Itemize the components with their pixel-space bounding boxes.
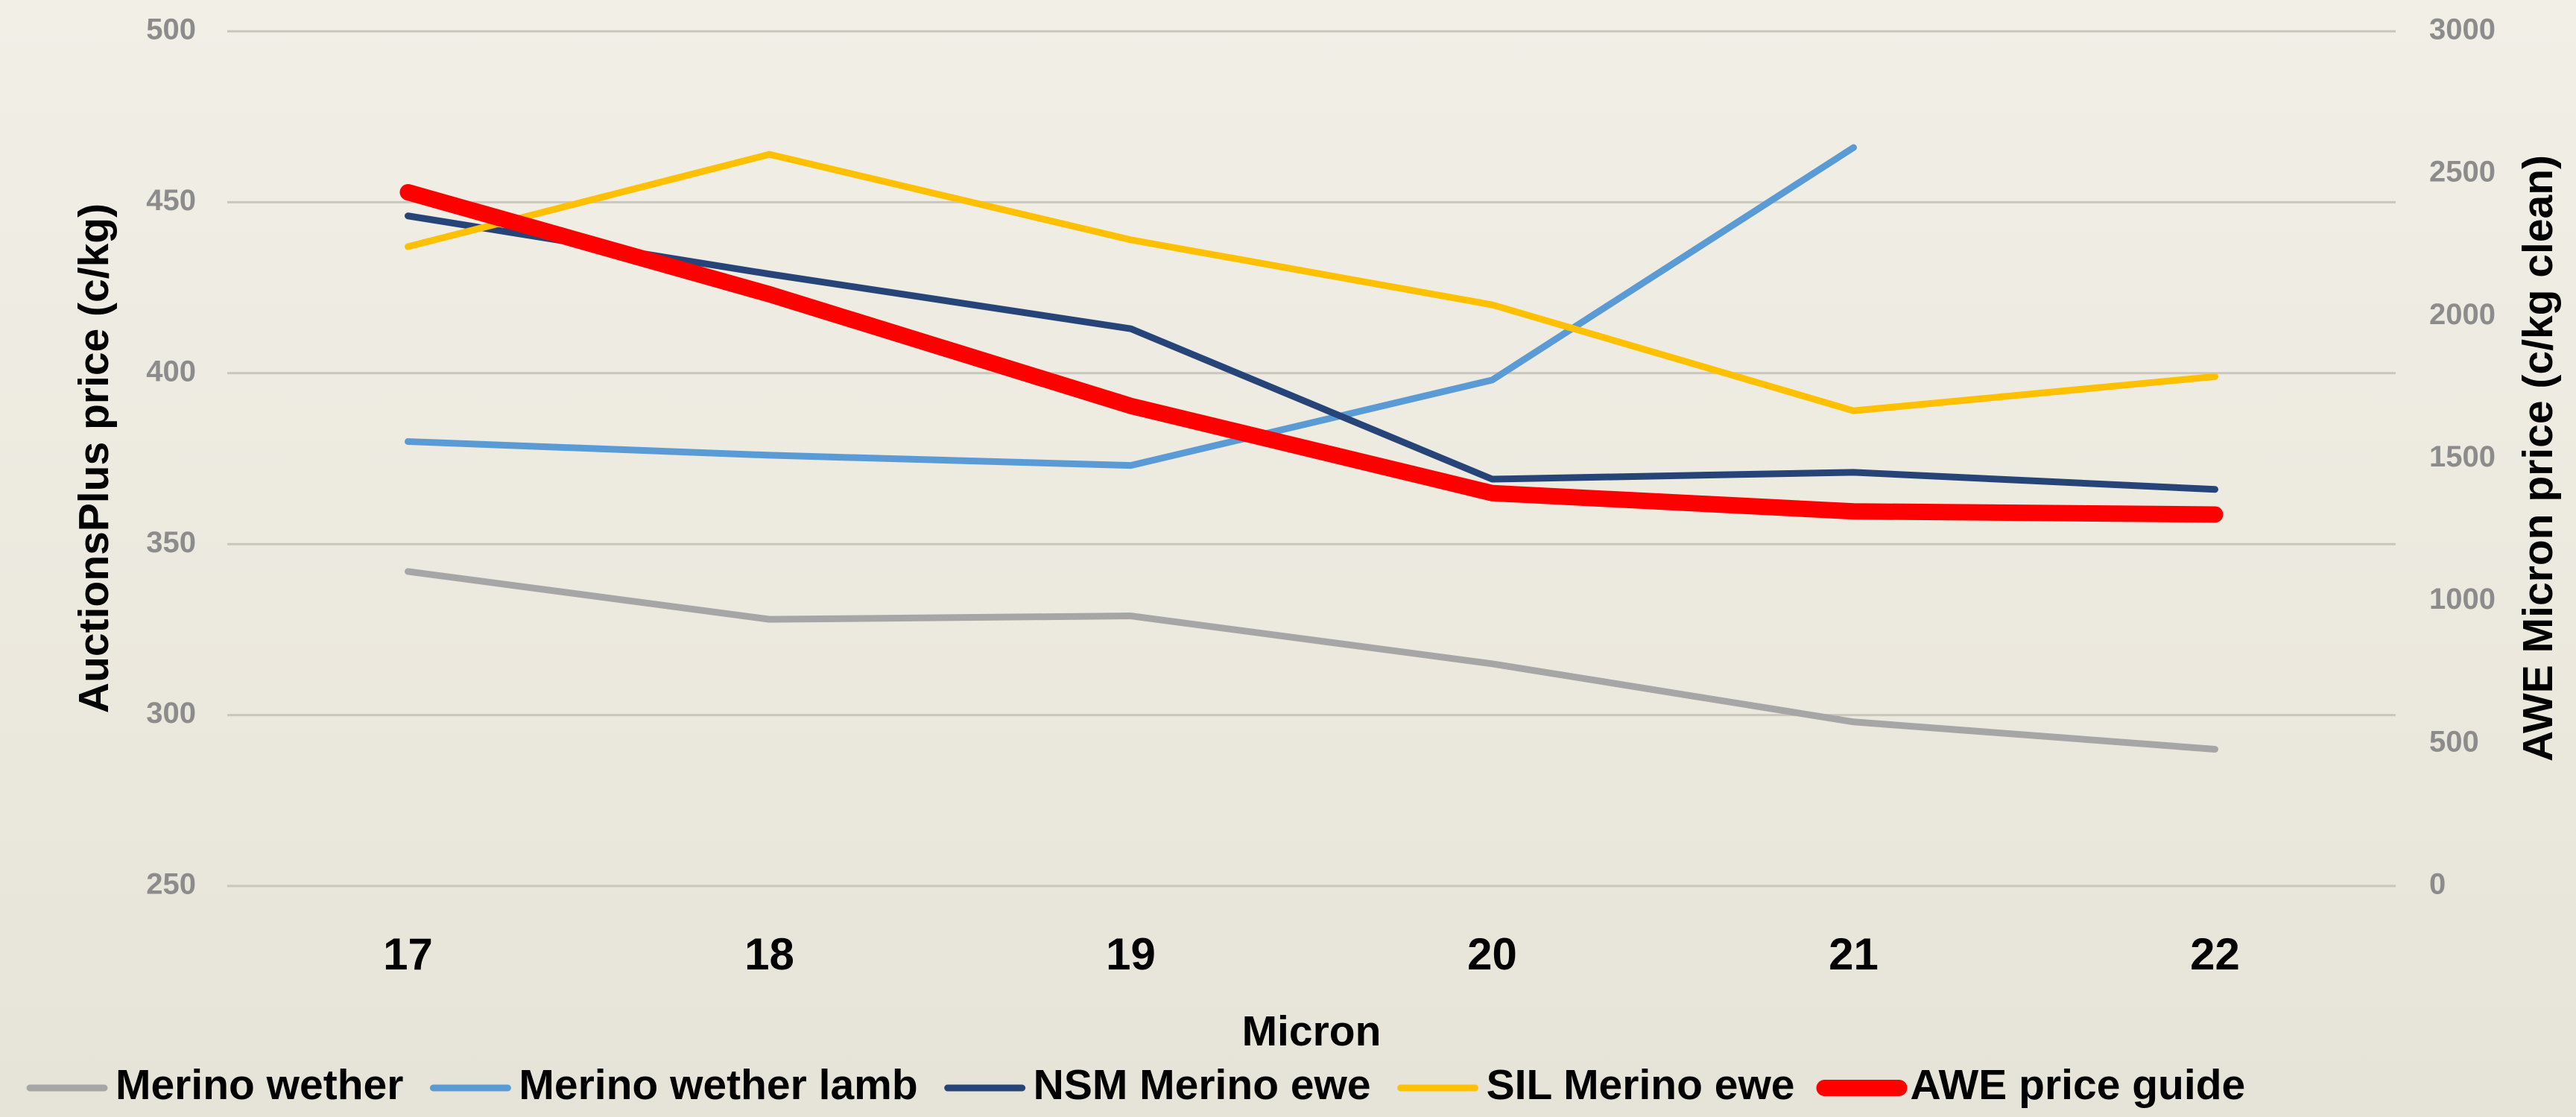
x-tick-label: 19: [1106, 929, 1156, 979]
x-tick-label: 22: [2190, 929, 2240, 979]
x-tick-label: 21: [1829, 929, 1879, 979]
y-tick-label: 500: [146, 13, 196, 46]
x-tick-label: 17: [383, 929, 433, 979]
y-axis-title: AuctionsPlus price (c/kg): [70, 203, 118, 713]
y2-tick-label: 1000: [2429, 583, 2496, 616]
legend-label: SIL Merino ewe: [1487, 1061, 1795, 1109]
y2-tick-label: 2500: [2429, 156, 2496, 189]
legend-label: Merino wether lamb: [519, 1061, 917, 1109]
y2-axis-title: AWE Micron price (c/kg clean): [2514, 155, 2562, 762]
y2-tick-label: 2000: [2429, 298, 2496, 331]
series-line: [408, 192, 2215, 514]
y-tick-label: 300: [146, 697, 196, 730]
y-tick-label: 400: [146, 355, 196, 387]
series-line: [408, 572, 2215, 750]
legend-label: Merino wether: [115, 1061, 403, 1109]
x-axis-title: Micron: [1242, 1007, 1382, 1055]
legend-label: AWE price guide: [1910, 1061, 2245, 1109]
legend-label: NSM Merino ewe: [1034, 1061, 1371, 1109]
x-tick-label: 18: [744, 929, 794, 979]
y-tick-label: 450: [146, 184, 196, 217]
x-tick-label: 20: [1467, 929, 1517, 979]
series-line: [408, 148, 1854, 466]
y2-tick-label: 1500: [2429, 440, 2496, 473]
y2-tick-label: 500: [2429, 725, 2479, 758]
y-tick-label: 250: [146, 868, 196, 901]
y2-tick-label: 3000: [2429, 13, 2496, 46]
chart: Micron AuctionsPlus price (c/kg) AWE Mic…: [0, 0, 2576, 1117]
y-tick-label: 350: [146, 526, 196, 559]
y2-tick-label: 0: [2429, 868, 2446, 901]
